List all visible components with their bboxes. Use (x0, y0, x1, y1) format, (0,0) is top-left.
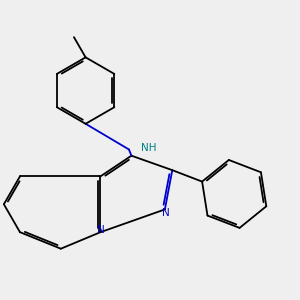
Text: N: N (162, 208, 170, 218)
Text: N: N (97, 225, 104, 235)
Text: NH: NH (141, 143, 156, 153)
